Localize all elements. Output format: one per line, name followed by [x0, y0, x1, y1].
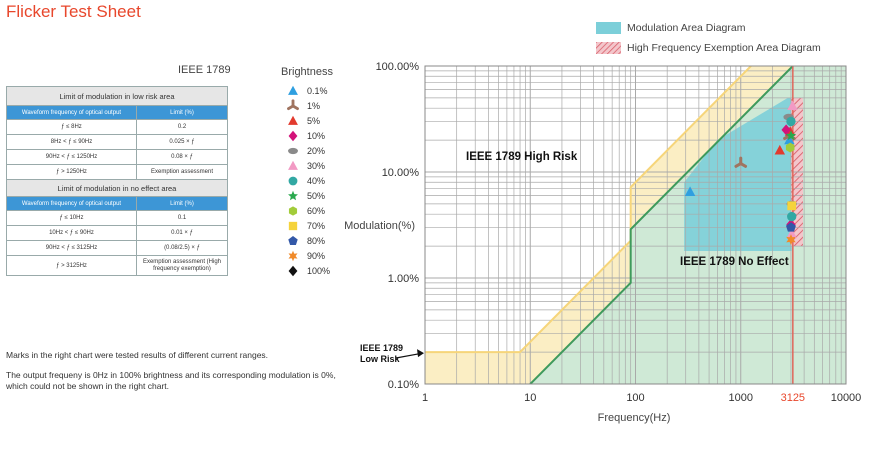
data-point-5pct [774, 144, 786, 155]
legend-label: Modulation Area Diagram [627, 22, 746, 34]
legend-label: 0.1% [307, 86, 328, 96]
legend-marker-star [288, 190, 298, 201]
data-point-0-1pct [684, 186, 696, 196]
modulation-area-swatch [596, 22, 621, 34]
legend-label: 20% [307, 146, 326, 156]
data-point-50pct [785, 130, 797, 141]
low-risk-arrowhead [417, 349, 424, 358]
legend-marker-triangle [288, 115, 298, 125]
data-markers [684, 100, 798, 246]
legend-label: 30% [307, 161, 326, 171]
legend-marker-tristar [287, 99, 299, 111]
note-marks: Marks in the right chart were tested res… [6, 350, 269, 360]
legend-label: 100% [307, 266, 331, 276]
column-header-frequency: Waveform frequency of optical output [6, 196, 137, 211]
data-point-40pct [786, 116, 796, 127]
y-tick-label: 0.10% [388, 379, 419, 391]
legend-marker-square [288, 221, 298, 231]
note-frequency: The output frequeny is 0Hz in 100% brigh… [6, 370, 336, 391]
legend-marker-diamond [288, 265, 298, 277]
legend-marker-hexagon [288, 206, 298, 216]
standard-label: IEEE 1789 [178, 64, 231, 76]
y-tick-label: 100.00% [376, 61, 420, 73]
x-axis-label: Frequency(Hz) [598, 412, 671, 424]
legend-label: 90% [307, 251, 326, 261]
data-point-30pct [786, 228, 797, 239]
data-point-10pct [781, 124, 791, 136]
legend-label: 70% [307, 221, 326, 231]
table-cell: (0.08/2.5) × ƒ [136, 240, 228, 256]
y-tick-label: 1.00% [388, 273, 419, 285]
legend-marker-diamond [288, 130, 298, 142]
table-cell: Exemption assessment [136, 164, 228, 180]
data-point-90pct [786, 234, 796, 246]
x-tick-label: 1 [422, 392, 428, 404]
annotation-high-risk: IEEE 1789 High Risk [466, 151, 578, 163]
legend-label: 1% [307, 101, 321, 111]
annotation-low-risk: IEEE 1789 Low Risk [360, 343, 403, 364]
legend-label: 80% [307, 236, 326, 246]
legend-marker-triangle [288, 85, 298, 95]
legend-label: 60% [307, 206, 326, 216]
data-point-60pct [785, 142, 795, 153]
data-point-0-1pct [784, 134, 795, 145]
column-header-limit: Limit (%) [136, 196, 228, 211]
low-risk-limit-table: Limit of modulation in low risk area Wav… [6, 86, 228, 276]
legend-label: 10% [307, 131, 326, 141]
no-effect-limit-line [529, 66, 794, 384]
table-row: ƒ ≤ 8Hz 0.2 [6, 119, 228, 135]
y-tick-label: 10.00% [382, 167, 420, 179]
data-point-80pct [785, 222, 796, 232]
legend-label: High Frequency Exemption Area Diagram [627, 42, 821, 54]
page-title: Flicker Test Sheet [6, 2, 141, 21]
x-tick-label: 1000 [729, 392, 753, 404]
legend-label: 50% [307, 191, 326, 201]
legend-label: 5% [307, 116, 321, 126]
data-point-40pct [787, 211, 797, 222]
table-cell: ƒ > 3125Hz [6, 255, 137, 276]
x-tick-label: 10000 [831, 392, 862, 404]
annotation-no-effect: IEEE 1789 No Effect [680, 256, 789, 268]
table-cell: Exemption assessment (High frequency exe… [136, 255, 228, 276]
data-point-30pct [787, 100, 798, 111]
column-header-frequency: Waveform frequency of optical output [6, 105, 137, 120]
table-row: 90Hz < ƒ ≤ 3125Hz (0.08/2.5) × ƒ [6, 240, 228, 256]
y-axis-label: Modulation(%) [344, 220, 415, 232]
legend-marker-circle [288, 176, 298, 186]
x-tick-label: 3125 [781, 392, 805, 404]
data-point-70pct [787, 201, 797, 211]
x-tick-label: 100 [626, 392, 644, 404]
legend-label: 40% [307, 176, 326, 186]
legend-marker-star6 [288, 250, 298, 262]
exemption-area-swatch [596, 42, 621, 54]
column-header-limit: Limit (%) [136, 105, 228, 120]
legend-marker-ellipse [288, 147, 298, 155]
modulation-area [684, 97, 792, 251]
legend-title: Brightness [281, 66, 333, 78]
legend-marker-pentagon [288, 236, 298, 245]
table-row: ƒ > 3125Hz Exemption assessment (High fre… [6, 255, 228, 276]
data-point-1pct [734, 156, 748, 168]
plot-frame [424, 65, 847, 385]
x-tick-label: 10 [524, 392, 536, 404]
legend-marker-triangle [288, 160, 298, 170]
table-row: 8Hz < ƒ ≤ 90Hz 0.025 × ƒ [6, 134, 228, 150]
low-risk-caption: Limit of modulation in low risk area [6, 86, 228, 106]
table-row: 10Hz < ƒ ≤ 90Hz 0.01 × ƒ [6, 225, 228, 241]
